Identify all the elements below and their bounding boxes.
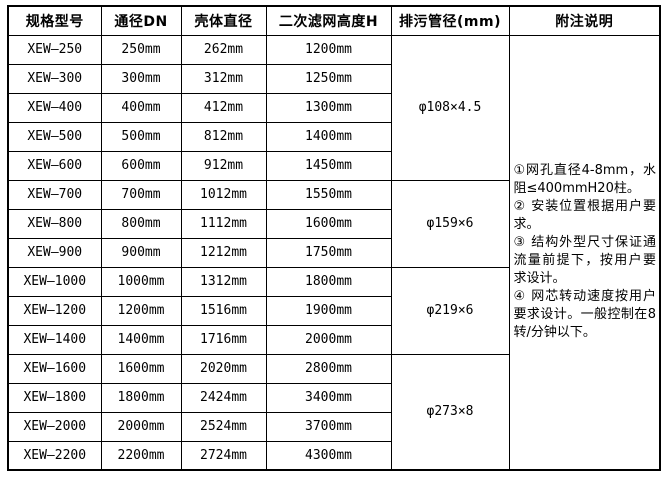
- filter-height-cell: 1600mm: [265, 208, 392, 239]
- filter-height-cell: 1750mm: [265, 237, 392, 268]
- dn-cell: 700mm: [100, 179, 182, 210]
- model-cell: XEW—2200: [7, 440, 102, 471]
- dn-cell: 900mm: [100, 237, 182, 268]
- filter-height-cell: 1450mm: [265, 150, 392, 181]
- model-cell: XEW—1400: [7, 324, 102, 355]
- column-header-filter-height: 二次滤网高度H: [265, 5, 392, 36]
- table-row: XEW—1600 1600mm 2020mm 2800mm φ273×8: [7, 353, 660, 471]
- spec-table-header: 规格型号 通径DN 壳体直径 二次滤网高度H 排污管径(mm) 附注说明: [7, 5, 661, 36]
- model-cell: XEW—800: [7, 208, 102, 239]
- model-cell: XEW—1000: [7, 266, 102, 297]
- drain-pipe-cell: φ108×4.5: [390, 34, 510, 181]
- dn-cell: 1800mm: [100, 382, 182, 413]
- dn-cell: 1400mm: [100, 324, 182, 355]
- dn-cell: 1200mm: [100, 295, 182, 326]
- shell-diameter-cell: 2424mm: [180, 382, 267, 413]
- table-row: XEW—2000 2000mm 2524mm 3700mm: [7, 411, 660, 442]
- drain-pipe-cell: φ273×8: [390, 353, 510, 471]
- shell-diameter-cell: 812mm: [180, 121, 267, 152]
- model-cell: XEW—700: [7, 179, 102, 210]
- table-row: XEW—300 300mm 312mm 1250mm: [7, 63, 660, 94]
- model-cell: XEW—1200: [7, 295, 102, 326]
- column-header-shell: 壳体直径: [180, 5, 267, 36]
- dn-cell: 1600mm: [100, 353, 182, 384]
- model-cell: XEW—600: [7, 150, 102, 181]
- table-row: XEW—1800 1800mm 2424mm 3400mm: [7, 382, 660, 413]
- shell-diameter-cell: 2020mm: [180, 353, 267, 384]
- shell-diameter-cell: 2724mm: [180, 440, 267, 471]
- shell-diameter-cell: 912mm: [180, 150, 267, 181]
- column-header-notes: 附注说明: [508, 5, 661, 36]
- table-row: XEW—800 800mm 1112mm 1600mm: [7, 208, 660, 239]
- shell-diameter-cell: 2524mm: [180, 411, 267, 442]
- filter-height-cell: 1900mm: [265, 295, 392, 326]
- shell-diameter-cell: 1312mm: [180, 266, 267, 297]
- header-row: 规格型号 通径DN 壳体直径 二次滤网高度H 排污管径(mm) 附注说明: [7, 5, 661, 36]
- shell-diameter-cell: 1516mm: [180, 295, 267, 326]
- filter-height-cell: 3700mm: [265, 411, 392, 442]
- table-row: XEW—2200 2200mm 2724mm 4300mm: [7, 440, 660, 471]
- column-header-drain-pipe: 排污管径(mm): [390, 5, 510, 36]
- filter-height-cell: 1200mm: [265, 34, 392, 65]
- shell-diameter-cell: 262mm: [180, 34, 267, 65]
- note-item: ①网孔直径4-8mm，水阻≤400mmH20柱。: [513, 163, 657, 197]
- filter-height-cell: 1400mm: [265, 121, 392, 152]
- dn-cell: 250mm: [100, 34, 182, 65]
- model-cell: XEW—900: [7, 237, 102, 268]
- note-item: ② 安装位置根据用户要求。: [513, 199, 657, 233]
- table-row: XEW—900 900mm 1212mm 1750mm: [7, 237, 660, 268]
- model-cell: XEW—300: [7, 63, 102, 94]
- filter-height-cell: 3400mm: [265, 382, 392, 413]
- filter-height-cell: 1250mm: [265, 63, 392, 94]
- model-cell: XEW—400: [7, 92, 102, 123]
- filter-height-cell: 2800mm: [265, 353, 392, 384]
- shell-diameter-cell: 312mm: [180, 63, 267, 94]
- shell-diameter-cell: 1212mm: [180, 237, 267, 268]
- dn-cell: 2200mm: [100, 440, 182, 471]
- column-header-dn: 通径DN: [100, 5, 182, 36]
- spec-table-body: XEW—250 250mm 262mm 1200mm φ108×4.5 ①网孔直径4-8m…: [7, 34, 661, 471]
- model-cell: XEW—250: [7, 34, 102, 65]
- dn-cell: 1000mm: [100, 266, 182, 297]
- column-header-model: 规格型号: [7, 5, 102, 36]
- model-cell: XEW—1800: [7, 382, 102, 413]
- spec-table: 规格型号 通径DN 壳体直径 二次滤网高度H 排污管径(mm) 附注说明 XEW…: [7, 5, 661, 471]
- filter-height-cell: 2000mm: [265, 324, 392, 355]
- filter-height-cell: 4300mm: [265, 440, 392, 471]
- table-row: XEW—700 700mm 1012mm 1550mm φ159×6: [7, 179, 660, 268]
- table-row: XEW—400 400mm 412mm 1300mm: [7, 92, 660, 123]
- model-cell: XEW—1600: [7, 353, 102, 384]
- note-item: ④ 网芯转动速度按用户要求设计。一般控制在8转/分钟以下。: [513, 289, 657, 341]
- dn-cell: 2000mm: [100, 411, 182, 442]
- dn-cell: 500mm: [100, 121, 182, 152]
- table-row: XEW—600 600mm 912mm 1450mm: [7, 150, 660, 181]
- model-cell: XEW—2000: [7, 411, 102, 442]
- drain-pipe-cell: φ159×6: [390, 179, 510, 268]
- filter-height-cell: 1800mm: [265, 266, 392, 297]
- table-row: XEW—250 250mm 262mm 1200mm φ108×4.5 ①网孔直径4-8m…: [7, 34, 661, 471]
- shell-diameter-cell: 1012mm: [180, 179, 267, 210]
- shell-diameter-cell: 1112mm: [180, 208, 267, 239]
- drain-pipe-cell: φ219×6: [390, 266, 510, 355]
- dn-cell: 400mm: [100, 92, 182, 123]
- dn-cell: 800mm: [100, 208, 182, 239]
- shell-diameter-cell: 412mm: [180, 92, 267, 123]
- table-row: XEW—500 500mm 812mm 1400mm: [7, 121, 660, 152]
- shell-diameter-cell: 1716mm: [180, 324, 267, 355]
- filter-height-cell: 1300mm: [265, 92, 392, 123]
- note-item: ③ 结构外型尺寸保证通流量前提下，按用户要求设计。: [513, 235, 657, 287]
- model-cell: XEW—500: [7, 121, 102, 152]
- dn-cell: 600mm: [100, 150, 182, 181]
- dn-cell: 300mm: [100, 63, 182, 94]
- notes-cell: ①网孔直径4-8mm，水阻≤400mmH20柱。 ② 安装位置根据用户要求。 ③ 结…: [508, 34, 661, 471]
- table-row: XEW—1000 1000mm 1312mm 1800mm φ219×6: [7, 266, 660, 355]
- filter-height-cell: 1550mm: [265, 179, 392, 210]
